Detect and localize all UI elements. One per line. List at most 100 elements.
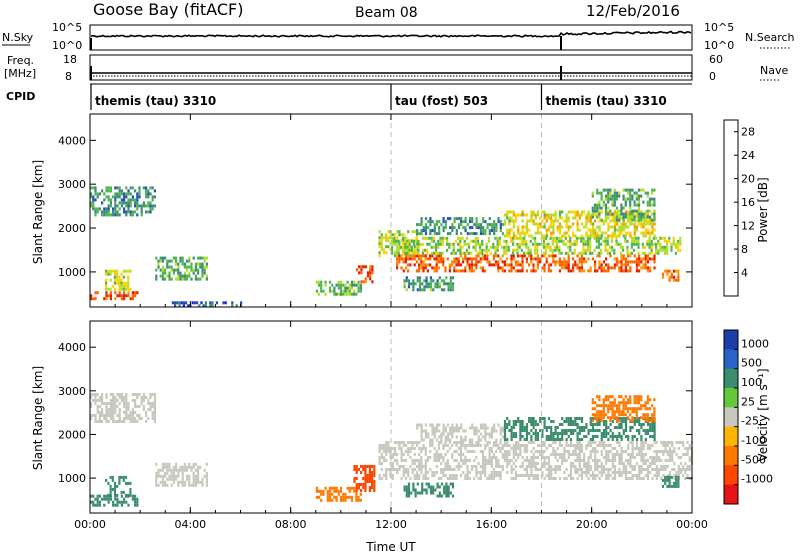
scatter-cell bbox=[552, 222, 555, 226]
scatter-cell bbox=[426, 263, 429, 267]
scatter-cell bbox=[582, 236, 585, 240]
scatter-cell bbox=[450, 251, 453, 255]
scatter-cell bbox=[166, 262, 169, 266]
scatter-cell bbox=[671, 441, 674, 444]
scatter-cell bbox=[153, 402, 156, 405]
scatter-cell bbox=[164, 471, 167, 475]
scatter-cell bbox=[520, 236, 523, 240]
scatter-cell bbox=[562, 239, 565, 243]
scatter-cell bbox=[556, 260, 559, 264]
scatter-cell bbox=[585, 447, 588, 450]
scatter-cell bbox=[653, 215, 656, 219]
scatter-cell bbox=[598, 413, 601, 417]
scatter-cell bbox=[421, 491, 424, 495]
scatter-cell bbox=[339, 286, 343, 290]
scatter-cell bbox=[629, 203, 632, 207]
scatter-cell bbox=[558, 248, 561, 252]
scatter-cell bbox=[556, 465, 559, 468]
scatter-cell bbox=[627, 447, 630, 450]
scatter-cell bbox=[475, 263, 478, 267]
scatter-cell bbox=[598, 206, 601, 210]
scatter-cell bbox=[450, 242, 453, 246]
scatter-cell bbox=[371, 486, 374, 489]
scatter-cell bbox=[576, 447, 579, 450]
scatter-cell bbox=[602, 441, 606, 444]
colorbar-tick-label: 4 bbox=[741, 267, 748, 280]
scatter-cell bbox=[679, 248, 682, 252]
scatter-cell bbox=[419, 242, 422, 246]
scatter-cell bbox=[488, 217, 491, 221]
scatter-cell bbox=[631, 218, 634, 222]
scatter-cell bbox=[337, 489, 340, 493]
scatter-cell bbox=[536, 257, 539, 261]
scatter-cell bbox=[567, 260, 570, 264]
scatter-cell bbox=[445, 482, 448, 486]
scatter-cell bbox=[668, 441, 672, 444]
scatter-cell bbox=[633, 465, 636, 468]
scatter-cell bbox=[501, 453, 504, 456]
scatter-cell bbox=[140, 213, 143, 217]
scatter-cell bbox=[633, 260, 636, 264]
scatter-cell bbox=[520, 248, 523, 252]
scatter-cell bbox=[503, 429, 507, 432]
scatter-cell bbox=[420, 232, 423, 236]
scatter-cell bbox=[181, 483, 184, 487]
scatter-cell bbox=[561, 210, 564, 214]
scatter-cell bbox=[433, 257, 436, 261]
scatter-cell bbox=[633, 474, 636, 477]
scatter-cell bbox=[433, 459, 436, 462]
scatter-cell bbox=[624, 450, 628, 453]
scatter-cell bbox=[420, 260, 423, 264]
scatter-cell bbox=[107, 189, 110, 193]
scatter-cell bbox=[203, 271, 206, 275]
scatter-cell bbox=[547, 444, 551, 447]
scatter-cell bbox=[475, 441, 478, 444]
scatter-cell bbox=[512, 420, 515, 423]
scatter-cell bbox=[490, 450, 493, 453]
scatter-cell bbox=[499, 229, 502, 233]
scatter-cell bbox=[589, 213, 592, 217]
scatter-cell bbox=[320, 286, 323, 290]
scatter-cell bbox=[445, 276, 448, 280]
scatter-cell bbox=[105, 478, 108, 482]
scatter-cell bbox=[551, 248, 554, 252]
scatter-cell bbox=[637, 212, 641, 216]
scatter-cell bbox=[447, 285, 450, 289]
scatter-cell bbox=[455, 435, 458, 439]
scatter-cell bbox=[174, 301, 177, 305]
scatter-cell bbox=[471, 217, 474, 221]
scatter-cell bbox=[142, 408, 145, 411]
scatter-cell bbox=[604, 398, 608, 402]
scatter-cell bbox=[640, 222, 643, 226]
scatter-cell bbox=[451, 429, 454, 433]
scatter-cell bbox=[638, 222, 641, 226]
scatter-cell bbox=[607, 225, 610, 229]
scatter-cell bbox=[563, 477, 566, 480]
scatter-cell bbox=[635, 191, 638, 195]
scatter-cell bbox=[573, 242, 576, 246]
scatter-cell bbox=[521, 420, 524, 423]
scatter-cell bbox=[558, 216, 562, 220]
scatter-cell bbox=[205, 480, 208, 484]
scatter-cell bbox=[640, 215, 643, 219]
scatter-cell bbox=[638, 420, 641, 423]
scatter-cell bbox=[429, 441, 432, 444]
scatter-cell bbox=[118, 411, 121, 414]
scatter-cell bbox=[90, 500, 93, 504]
scatter-cell bbox=[380, 245, 383, 249]
scatter-cell bbox=[635, 416, 638, 420]
scatter-cell bbox=[175, 465, 178, 469]
scatter-cell bbox=[638, 432, 641, 435]
scatter-cell bbox=[552, 435, 555, 438]
scatter-cell bbox=[481, 462, 485, 465]
scatter-cell bbox=[454, 251, 457, 255]
scatter-cell bbox=[151, 186, 154, 190]
scatter-cell bbox=[434, 488, 437, 492]
scatter-cell bbox=[424, 477, 427, 480]
scatter-cell bbox=[660, 441, 663, 444]
scatter-cell bbox=[168, 477, 171, 481]
scatter-cell bbox=[567, 251, 570, 255]
station-title: Goose Bay (fitACF) bbox=[93, 0, 243, 19]
scatter-cell bbox=[587, 216, 590, 220]
scatter-cell bbox=[172, 268, 175, 272]
